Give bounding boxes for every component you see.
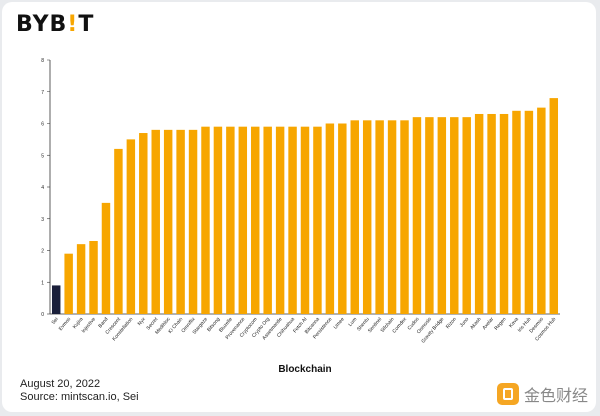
bar-sei (51, 285, 61, 314)
bar-cudos (412, 117, 422, 315)
bar-omniflix (188, 129, 198, 314)
bar-medibloc (163, 129, 173, 314)
bar-injective (89, 240, 98, 314)
bar-provenance (238, 126, 248, 314)
y-tick-label: 5 (41, 153, 44, 159)
x-tick-label: Juno (459, 316, 471, 328)
y-tick-label: 7 (41, 90, 44, 96)
bar-konstellation (126, 139, 136, 314)
bar-gravity-bridge (437, 117, 447, 315)
bar-lum (350, 120, 359, 314)
x-tick-label: Rizon (445, 316, 458, 330)
y-tick-label: 2 (41, 249, 44, 255)
bar-crypto-org (263, 126, 272, 314)
chart-card: BYB!T 0 1 2 3 4 5 6 7 8 Sei Evmos Kujira Injective Ba… (2, 2, 596, 412)
bar-cosmos-hub (549, 98, 559, 314)
bar-chihuahua (288, 126, 297, 314)
y-tick-label: 3 (41, 217, 44, 223)
x-tick-label: Axelar (481, 316, 495, 331)
x-axis-title: Blockchain (278, 364, 331, 375)
y-tick-label: 1 (41, 280, 44, 286)
bar-bluzelle (226, 126, 235, 314)
watermark-logo-icon (496, 383, 519, 405)
bar-persistence (325, 123, 335, 314)
footer-date: August 20, 2022 (20, 378, 101, 390)
x-tick-label: Sei (51, 316, 60, 325)
bar-umee (338, 123, 347, 314)
bar-akash (474, 113, 484, 314)
footer-source: Source: mintscan.io, Sei (20, 391, 139, 403)
bar-ki-chain (176, 129, 185, 314)
bar-juno (462, 117, 471, 315)
bar-kujira (76, 244, 86, 314)
y-tick-label: 8 (41, 58, 44, 64)
bar-bitcanna (313, 126, 322, 314)
bar-iris-hub (524, 110, 534, 314)
chart-footer: August 20, 2022 Source: mintscan.io, Sei (20, 378, 139, 404)
x-tick-label: Lum (347, 316, 358, 327)
bar-osmosis (425, 117, 434, 315)
bar-band (101, 202, 111, 314)
bar-axelar (487, 113, 496, 314)
x-tick-label: Nyx (137, 316, 147, 327)
bar-nyx (139, 133, 148, 314)
bar-rizon (450, 117, 459, 315)
bar-sentinel (375, 120, 384, 314)
bar-assetmantle (275, 126, 285, 314)
y-tick-label: 0 (41, 312, 44, 318)
bybit-logo: BYB!T (16, 12, 95, 37)
y-tick-label: 4 (41, 185, 44, 191)
bar-shentu (362, 120, 372, 314)
watermark: 金色财经 (496, 382, 588, 406)
bar-regen (499, 113, 509, 314)
bar-stargaze (201, 126, 210, 314)
watermark-text: 金色财经 (523, 386, 588, 405)
bar-bitsong (213, 126, 223, 314)
y-tick-label: 6 (41, 122, 44, 128)
x-tick-label: Regen (493, 316, 507, 331)
bar-kava (512, 110, 521, 314)
bar-sifchain (387, 120, 397, 314)
bar-evmos (64, 253, 73, 314)
x-tick-label: Umee (333, 316, 346, 330)
x-tick-label: Comdex (391, 316, 408, 335)
bar-crescent (114, 148, 123, 314)
bar-cryptocom (251, 126, 260, 314)
bar-chart: 0 1 2 3 4 5 6 7 8 Sei Evmos Kujira Injective Band Cres… (22, 54, 570, 389)
x-tick-label: Evmos (58, 316, 73, 332)
bar-fetch-ai (300, 126, 310, 314)
bar-comdex (400, 120, 409, 314)
bar-secret (151, 129, 160, 314)
bar-desmos (537, 107, 546, 314)
x-tick-label: Injective (81, 316, 98, 334)
x-tick-label: Akash (469, 316, 483, 331)
